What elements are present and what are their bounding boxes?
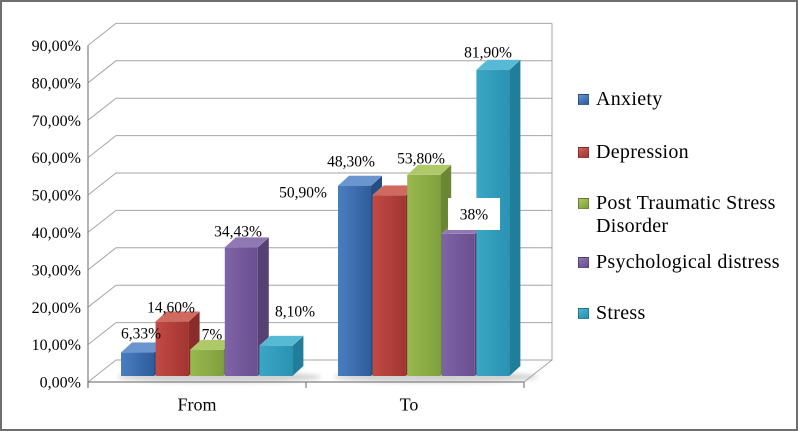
y-axis-label-60pct: 60,00%	[32, 150, 81, 167]
bar-label-depression-to: 48,30%	[327, 153, 375, 170]
legend-item-depression: Depression	[578, 141, 689, 164]
y-axis-label-20pct: 20,00%	[32, 300, 81, 317]
legend-item-stress: Stress	[578, 302, 646, 325]
category-label-from: From	[177, 394, 216, 414]
y-axis-label-80pct: 80,00%	[32, 75, 81, 92]
legend-label-anxiety: Anxiety	[596, 88, 663, 110]
wall-right-edge	[523, 23, 553, 383]
bar-front-depression-to	[372, 195, 406, 376]
bar-label-psychological-distress-from: 34,43%	[214, 223, 262, 240]
bar-side-stress-from	[292, 335, 304, 376]
gridline-70	[87, 97, 552, 121]
bar-label-psychological-distress-to: 38%	[460, 206, 489, 223]
y-axis-label-30pct: 30,00%	[32, 262, 81, 279]
bar-stress-from	[258, 335, 305, 376]
legend-swatch-post-traumatic-stress-disorder-icon	[578, 198, 589, 209]
bar-front-stress-from	[259, 345, 293, 376]
gridline-60	[87, 135, 552, 158]
bar-depression-from	[154, 311, 201, 376]
bar-label-post-traumatic-stress-disorder-from: 7%	[202, 326, 223, 343]
y-axis-label-40pct: 40,00%	[32, 225, 81, 242]
legend-swatch-psychological-distress-icon	[578, 257, 589, 268]
y-axis-label-90pct: 90,00%	[32, 38, 81, 55]
legend-label-psychological-distress: Psychological distress	[596, 251, 780, 273]
y-axis-label-0pct: 0,00%	[40, 375, 81, 392]
bar-front-anxiety-to	[338, 185, 371, 376]
bar-front-depression-from	[155, 321, 189, 376]
legend-item-post-traumatic-stress-disorder: Post Traumatic Stress Disorder	[578, 192, 786, 238]
legend-item-anxiety: Anxiety	[578, 88, 663, 111]
legend-item-psychological-distress: Psychological distress	[578, 251, 780, 274]
bar-front-anxiety-from	[121, 352, 154, 376]
bar-label-stress-from: 8,10%	[275, 303, 315, 320]
legend-label-stress: Stress	[596, 302, 646, 324]
legend-label-post-traumatic-stress-disorder: Post Traumatic Stress Disorder	[596, 192, 776, 237]
chart-legend: Anxiety Depression Post Traumatic Stress D…	[578, 0, 790, 431]
bar-label-anxiety-to: 50,90%	[279, 184, 327, 201]
bar-front-psychological-distress-to	[441, 233, 475, 376]
gridline-80	[87, 60, 552, 84]
bar-label-stress-to: 81,90%	[464, 44, 512, 61]
bar-side-stress-to	[509, 59, 521, 376]
y-axis-label-10pct: 10,00%	[32, 337, 81, 354]
bar-front-post-traumatic-stress-disorder-to	[407, 174, 441, 376]
legend-label-depression: Depression	[596, 141, 689, 163]
legend-swatch-stress-icon	[578, 308, 589, 319]
gridline-50	[87, 172, 552, 196]
bar-label-anxiety-from: 6,33%	[121, 325, 161, 342]
bar-label-post-traumatic-stress-disorder-to: 53,80%	[397, 150, 445, 167]
legend-swatch-anxiety-icon	[578, 94, 589, 105]
legend-swatch-depression-icon	[578, 147, 589, 158]
bar-front-psychological-distress-from	[224, 247, 258, 376]
y-axis-label-70pct: 70,00%	[32, 113, 81, 130]
y-axis-label-50pct: 50,00%	[32, 188, 81, 205]
bar-label-bg-psychological-distress-to	[448, 198, 500, 230]
gridline-90	[87, 22, 552, 46]
bar-label-depression-from: 14,60%	[147, 299, 195, 316]
bar-front-post-traumatic-stress-disorder-from	[190, 349, 224, 376]
category-label-to: To	[400, 394, 419, 414]
